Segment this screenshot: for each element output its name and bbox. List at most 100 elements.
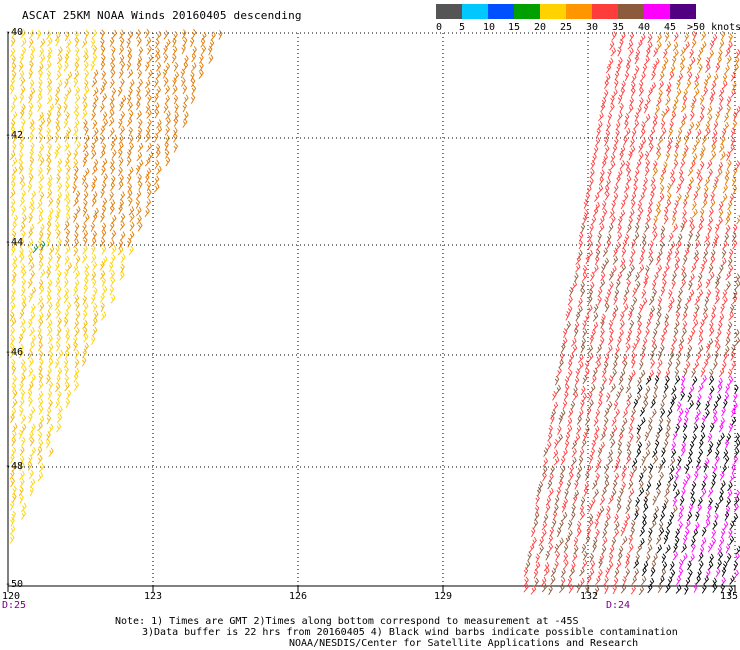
wind-barb <box>100 45 106 56</box>
wind-barb <box>63 102 68 113</box>
wind-barb <box>714 512 719 523</box>
wind-barb <box>652 63 657 74</box>
wind-barb <box>585 254 590 265</box>
wind-barb <box>724 511 730 521</box>
wind-barb <box>83 119 88 129</box>
wind-barb <box>628 216 633 227</box>
wind-barb <box>20 502 27 513</box>
wind-barb <box>11 28 16 39</box>
wind-barb <box>656 150 662 161</box>
wind-barb <box>27 349 33 360</box>
wind-barb <box>101 197 108 208</box>
wind-barb <box>595 241 602 251</box>
wind-barb <box>720 257 727 267</box>
wind-barb <box>28 93 33 104</box>
wind-barb <box>39 156 45 167</box>
wind-barb <box>625 568 631 578</box>
wind-barb <box>32 243 39 254</box>
wind-barb <box>12 485 17 496</box>
wind-barb <box>692 30 697 41</box>
wind-barb <box>588 390 593 401</box>
wind-barb <box>155 148 161 159</box>
wind-barb <box>29 149 34 159</box>
wind-barb <box>10 294 16 305</box>
wind-barb <box>535 494 540 505</box>
wind-barb <box>635 335 641 346</box>
wind-barb <box>696 351 702 362</box>
wind-barb <box>73 367 80 377</box>
wind-barb <box>598 391 603 401</box>
wind-barb <box>688 280 693 291</box>
wind-barb <box>127 189 133 199</box>
wind-barb <box>627 40 634 50</box>
wind-barb <box>126 60 132 71</box>
wind-barb <box>579 567 585 577</box>
wind-barb <box>55 398 61 409</box>
wind-barb <box>19 135 25 145</box>
wind-barb <box>587 295 593 305</box>
wind-barb <box>198 69 204 79</box>
wind-barb <box>91 244 96 255</box>
wind-barb <box>11 239 18 249</box>
wind-barb <box>110 254 116 264</box>
wind-barb <box>584 313 590 323</box>
wind-barb <box>91 165 98 175</box>
wind-barb <box>650 176 656 187</box>
wind-barb <box>653 272 659 282</box>
wind-barb <box>660 167 667 177</box>
wind-barb <box>675 584 682 594</box>
wind-barb <box>20 263 26 273</box>
wind-barb <box>47 389 53 400</box>
wind-barb <box>38 174 45 184</box>
wind-barb <box>571 456 577 467</box>
wind-barb <box>75 255 81 265</box>
wind-barb <box>93 127 99 138</box>
wind-barb <box>64 157 70 168</box>
wind-barb <box>677 456 682 466</box>
wind-barb <box>57 390 62 401</box>
wind-barb <box>74 279 80 289</box>
wind-barb <box>723 560 728 571</box>
wind-barb <box>73 319 79 329</box>
wind-barb <box>101 158 108 168</box>
wind-barb <box>582 214 588 225</box>
wind-barb <box>101 205 107 216</box>
wind-barb <box>604 190 610 201</box>
wind-barb <box>576 424 582 435</box>
wind-barb <box>687 560 692 571</box>
wind-barb <box>579 504 585 515</box>
wind-barb <box>579 577 585 588</box>
wind-barb <box>650 82 657 92</box>
wind-barb <box>38 462 45 473</box>
wind-barb <box>701 480 707 491</box>
wind-barb <box>604 144 610 155</box>
wind-barb <box>92 175 98 186</box>
wind-barb <box>615 241 621 252</box>
wind-barb <box>136 132 142 143</box>
wind-barb <box>64 31 70 42</box>
wind-barb <box>640 71 646 82</box>
wind-barb <box>673 32 679 42</box>
wind-barb <box>173 117 179 127</box>
wind-barb <box>613 576 619 587</box>
wind-barb <box>110 181 116 192</box>
wind-barb <box>610 153 616 163</box>
wind-barb <box>667 473 674 484</box>
wind-barb <box>612 311 617 322</box>
wind-barb <box>73 70 80 80</box>
wind-barb <box>703 86 709 97</box>
wind-barb <box>57 349 64 360</box>
wind-barb <box>568 583 574 594</box>
wind-barb <box>598 112 604 122</box>
wind-barb <box>93 207 99 218</box>
wind-barb <box>705 240 711 250</box>
wind-barb <box>595 408 601 419</box>
wind-barb <box>109 102 115 112</box>
day-label-left: D:25 <box>2 600 27 611</box>
wind-barb <box>675 311 681 321</box>
wind-barb <box>218 30 223 40</box>
wind-barb <box>561 511 568 522</box>
wind-barb <box>727 321 733 332</box>
wind-barb <box>100 212 105 223</box>
wind-barb <box>621 536 628 546</box>
